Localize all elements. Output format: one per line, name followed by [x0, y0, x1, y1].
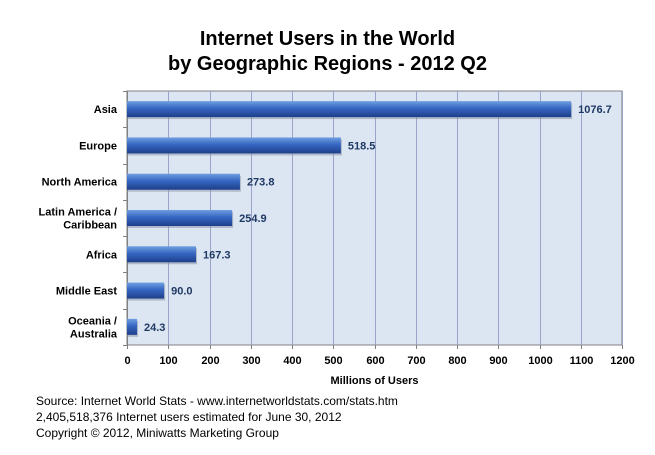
category-label: Europe [79, 140, 117, 152]
bar [127, 173, 240, 190]
source-note: Source: Internet World Stats - www.inter… [36, 394, 398, 408]
x-tick-label: 200 [201, 355, 219, 367]
bar [127, 318, 138, 335]
category-label: Africa [86, 249, 118, 261]
x-tick-label: 100 [159, 355, 177, 367]
bar [127, 246, 197, 263]
chart-title: Internet Users in the World [199, 28, 456, 50]
x-tick-label: 300 [242, 355, 260, 367]
bar-value-label: 24.3 [144, 322, 165, 334]
chart-footer: Source: Internet World Stats - www.inter… [36, 393, 398, 441]
bar [127, 137, 341, 154]
x-tick-label: 0 [124, 355, 130, 367]
estimate-note: 2,405,518,376 Internet users estimated f… [36, 410, 342, 424]
category-label: North America [42, 177, 118, 189]
category-label: Asia [94, 104, 118, 116]
copyright-note: Copyright © 2012, Miniwatts Marketing Gr… [36, 426, 279, 440]
x-tick-label: 1100 [570, 355, 594, 367]
category-label: Oceania / Australia [68, 315, 118, 340]
x-axis-label: Millions of Users [330, 375, 418, 387]
bar-value-label: 90.0 [171, 286, 192, 298]
category-label: Middle East [56, 286, 117, 298]
x-tick-label: 800 [448, 355, 466, 367]
x-tick-label: 700 [407, 355, 425, 367]
category-label: Latin America / Caribbean [39, 207, 118, 232]
x-tick-label: 400 [283, 355, 301, 367]
x-tick-label: 600 [366, 355, 384, 367]
bar [127, 101, 572, 118]
x-tick-label: 500 [324, 355, 342, 367]
chart-subtitle: by Geographic Regions - 2012 Q2 [168, 53, 487, 75]
bar-value-label: 254.9 [239, 213, 267, 225]
x-tick-label: 900 [489, 355, 507, 367]
bar [127, 210, 233, 226]
chart-title-block: Internet Users in the World by Geographi… [0, 27, 655, 77]
bar-value-label: 167.3 [203, 249, 231, 261]
bar-value-label: 518.5 [348, 140, 376, 152]
bar-value-label: 1076.7 [578, 104, 612, 116]
x-tick-label: 1200 [610, 355, 634, 367]
x-tick-label: 1000 [528, 355, 552, 367]
bar [127, 282, 165, 299]
bar-value-label: 273.8 [247, 177, 275, 189]
